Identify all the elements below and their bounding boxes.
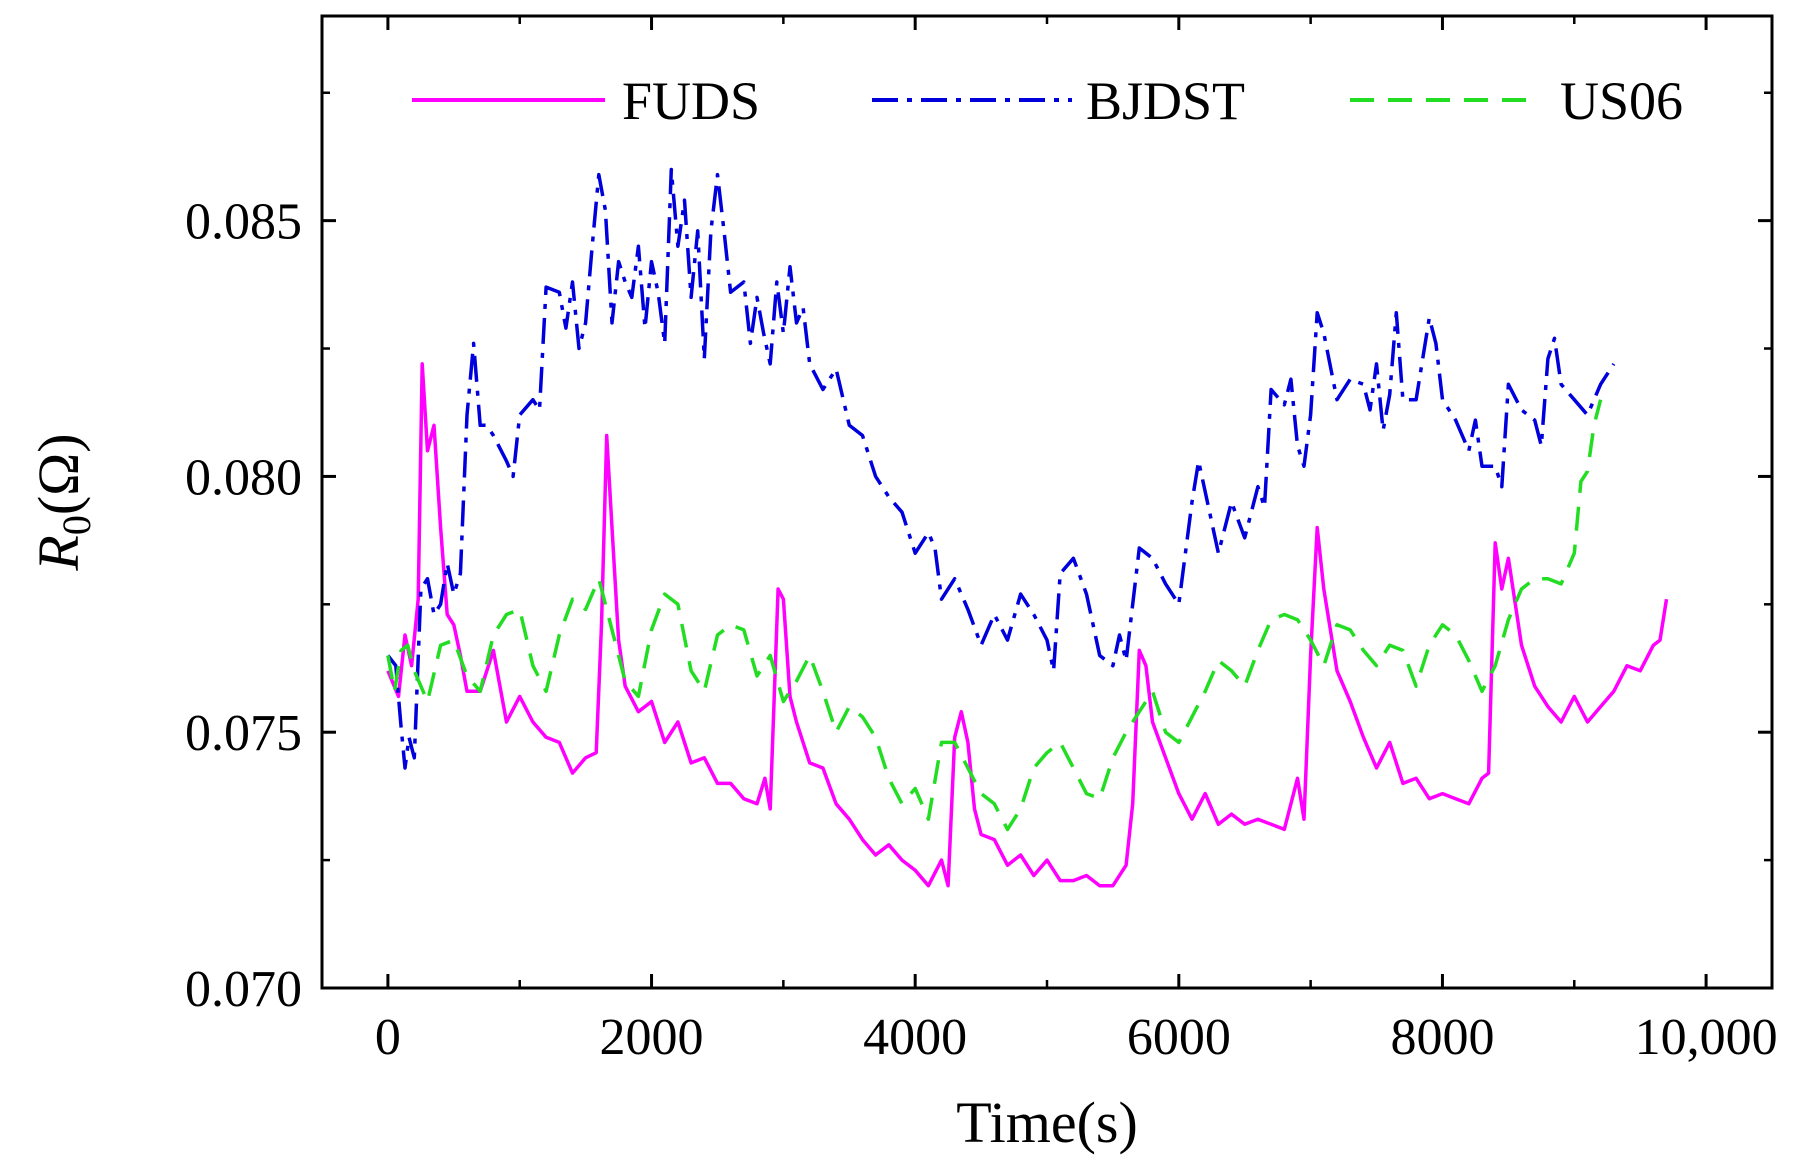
y-axis-title-main: R	[26, 535, 91, 571]
series-line-us06	[386, 399, 1603, 832]
x-tick-label: 0	[375, 1009, 401, 1066]
plot-frame	[320, 14, 1774, 990]
y-axis-title-subscript: 0	[54, 515, 99, 535]
x-tick-label: 8000	[1390, 1009, 1494, 1066]
y-axis-title: R0(Ω)	[26, 433, 99, 571]
legend-label-fuds: FUDS	[622, 71, 760, 131]
x-tick-label: 10,000	[1635, 1009, 1778, 1066]
series-line-bjdst	[386, 167, 1616, 770]
x-axis-title: Time(s)	[956, 1090, 1138, 1155]
legend-label-bjdst: BJDST	[1086, 71, 1245, 131]
y-tick-label: 0.080	[185, 449, 302, 506]
x-tick-label: 2000	[600, 1009, 704, 1066]
y-tick-label: 0.085	[185, 194, 302, 251]
series-line-fuds	[386, 362, 1669, 888]
x-tick-label: 6000	[1127, 1009, 1231, 1066]
legend: FUDS BJDST US06	[412, 71, 1683, 131]
series-layer	[386, 167, 1669, 888]
legend-label-us06: US06	[1560, 71, 1683, 131]
ticks-layer: 0.070 0.075 0.080 0.085 0 2000 4000 6000 8000 10,…	[185, 16, 1778, 1066]
y-tick-label: 0.075	[185, 705, 302, 762]
y-tick-label: 0.070	[185, 961, 302, 1018]
x-tick-label: 4000	[863, 1009, 967, 1066]
y-axis-title-unit: (Ω)	[26, 433, 91, 515]
